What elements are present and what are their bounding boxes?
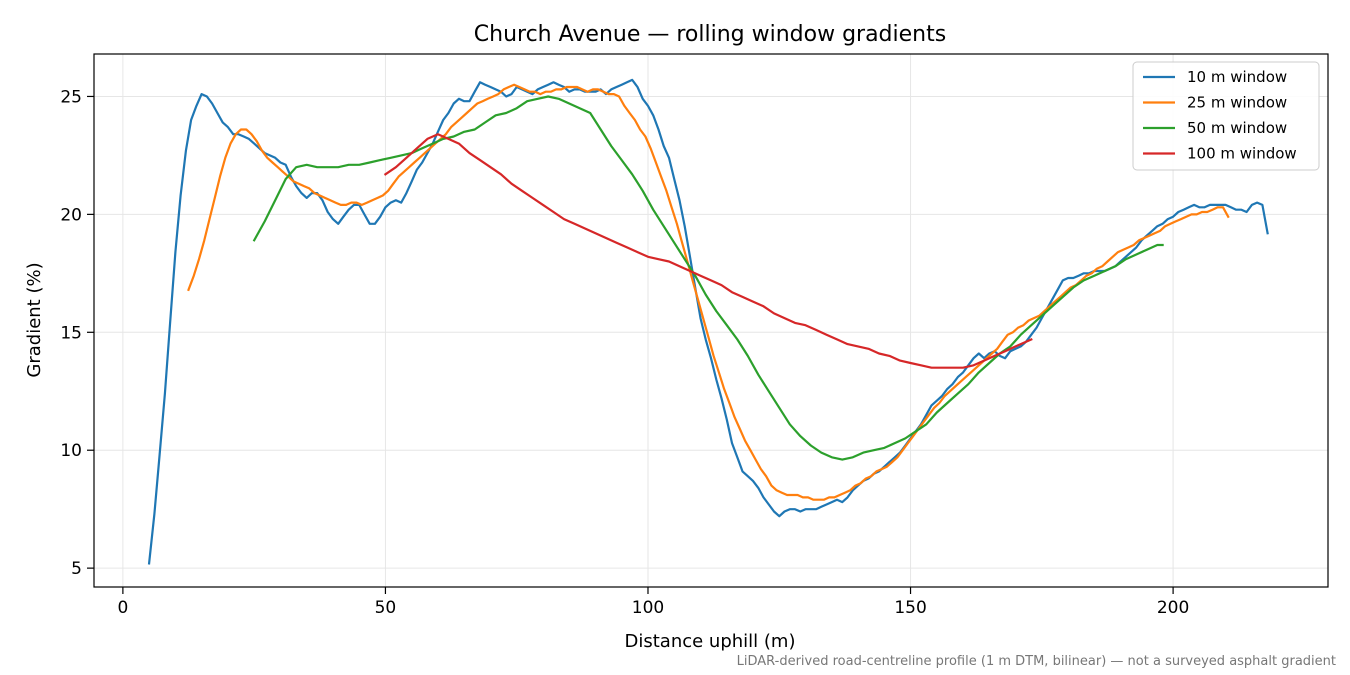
chart-title: Church Avenue — rolling window gradients <box>474 22 946 47</box>
legend: 10 m window 25 m window 50 m window 100 m w… <box>1132 61 1320 171</box>
y-tick-label: 5 <box>71 559 82 579</box>
x-tick-label: 0 <box>117 598 128 618</box>
legend-label: 100 m window <box>1187 145 1297 163</box>
x-tick-label: 150 <box>894 598 926 618</box>
legend-label: 25 m window <box>1187 94 1287 112</box>
y-tick-label: 10 <box>60 441 82 461</box>
x-axis-label: Distance uphill (m) <box>625 631 796 652</box>
series-line-1 <box>147 78 1269 565</box>
y-tick-label: 20 <box>60 205 82 225</box>
x-tick-label: 100 <box>632 598 664 618</box>
series-layer <box>147 78 1269 565</box>
series-line-4 <box>383 133 1033 369</box>
axes-frame <box>93 53 1329 588</box>
legend-label: 50 m window <box>1187 119 1287 137</box>
x-tick-label: 200 <box>1157 598 1189 618</box>
legend-label: 10 m window <box>1187 68 1287 86</box>
y-tick-label: 15 <box>60 323 82 343</box>
y-axis-label: Gradient (%) <box>24 262 45 377</box>
legend-box <box>1132 61 1320 171</box>
series-line-3 <box>252 95 1164 461</box>
plot-area: 0 50 100 150 200 5 10 15 20 25 <box>60 53 1329 618</box>
x-tick-label: 50 <box>375 598 397 618</box>
ticks: 0 50 100 150 200 5 10 15 20 25 <box>60 87 1189 618</box>
series-line-2 <box>187 83 1230 501</box>
source-note: LiDAR-derived road-centreline profile (1… <box>737 654 1336 669</box>
y-tick-label: 25 <box>60 87 82 107</box>
